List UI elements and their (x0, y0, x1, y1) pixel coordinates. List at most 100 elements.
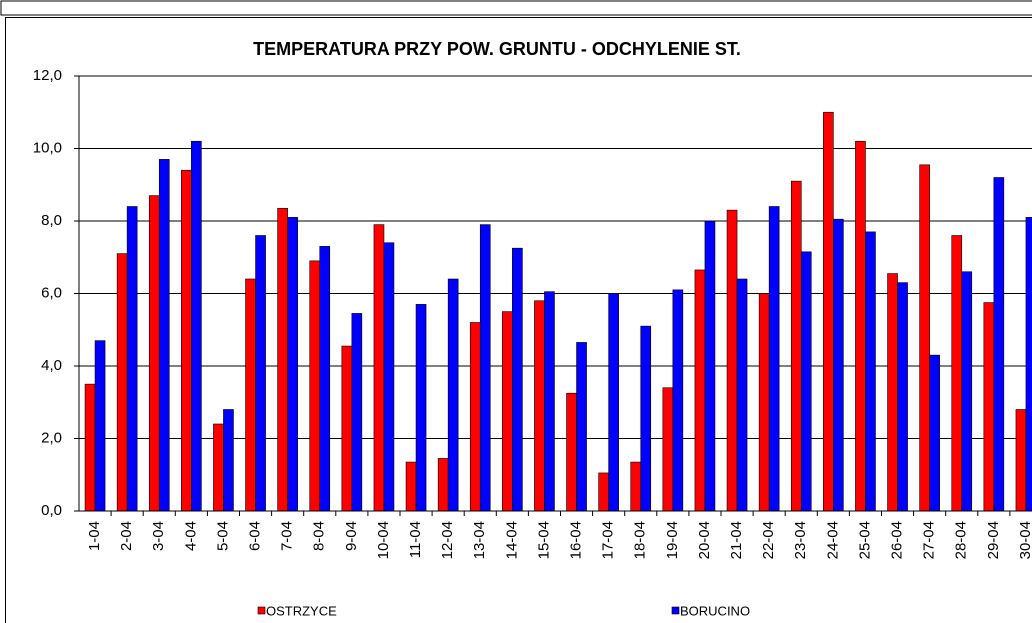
x-tick-label: 27-04 (921, 521, 938, 559)
bar (640, 325, 652, 512)
x-tick-label: 5-04 (214, 521, 231, 551)
bar (694, 269, 706, 512)
bar (191, 140, 202, 512)
x-tick-label: 1-04 (86, 521, 103, 551)
x-tick-label: 20-04 (696, 521, 713, 559)
bar (319, 246, 331, 512)
bar (768, 206, 780, 512)
x-tick-label: 29-04 (985, 521, 1002, 559)
bar (1025, 217, 1032, 512)
bar (576, 342, 587, 512)
x-tick-label: 11-04 (407, 521, 424, 558)
x-tick-label: 14-04 (503, 521, 520, 559)
bar (126, 206, 138, 512)
x-tick-label: 16-04 (568, 521, 585, 559)
bar (833, 218, 844, 512)
x-tick-label: 10-04 (375, 521, 392, 559)
x-tick-label: 30-04 (1017, 521, 1032, 559)
y-tick-label: 0,0 (41, 502, 62, 519)
bar (1015, 409, 1027, 512)
x-tick-label: 6-04 (247, 521, 264, 551)
y-tick-label: 12,0 (33, 67, 62, 84)
bar (245, 278, 256, 512)
y-tick-label: 4,0 (41, 357, 62, 374)
x-tick-label: 26-04 (889, 521, 906, 559)
bar (341, 345, 353, 512)
bar (855, 140, 866, 512)
bar (373, 224, 385, 512)
bar (116, 253, 128, 512)
bar (469, 322, 481, 512)
bar (383, 242, 395, 512)
bar (823, 111, 834, 512)
bar (223, 409, 234, 512)
bar (277, 208, 288, 512)
bar (405, 461, 417, 512)
y-tick-label: 8,0 (41, 212, 62, 229)
bar (287, 217, 298, 512)
bar (630, 461, 642, 512)
bar (929, 354, 940, 512)
bar (736, 278, 748, 512)
y-tick-label: 2,0 (41, 429, 62, 446)
bar (181, 169, 192, 512)
bar (951, 235, 963, 512)
legend-swatch (257, 606, 266, 615)
x-tick-label: 25-04 (856, 521, 873, 559)
bar (213, 423, 224, 512)
top-strip (0, 0, 1032, 16)
bar (608, 293, 619, 512)
bar (158, 159, 170, 512)
legend-label: OSTRZYCE (266, 603, 337, 618)
x-tick-label: 23-04 (792, 521, 809, 559)
bar (919, 164, 930, 512)
x-tick-label: 21-04 (728, 521, 745, 559)
x-tick-label: 19-04 (664, 521, 681, 559)
x-tick-label: 3-04 (150, 521, 167, 551)
bar (672, 289, 684, 512)
bar (790, 180, 802, 512)
legend-label: BORUCINO (680, 603, 750, 618)
bar (993, 177, 1005, 512)
bar (479, 224, 491, 512)
bar (662, 387, 674, 512)
bar (512, 247, 523, 512)
x-tick-label: 8-04 (311, 521, 328, 551)
bar (897, 282, 908, 512)
x-tick-label: 15-04 (535, 521, 552, 559)
x-tick-label: 22-04 (760, 521, 777, 559)
bar (309, 260, 321, 512)
x-tick-label: 13-04 (471, 521, 488, 559)
bar (566, 392, 577, 512)
bar (887, 273, 898, 512)
x-tick-label: 17-04 (600, 521, 617, 559)
bar (983, 302, 995, 512)
x-tick-label: 2-04 (118, 521, 135, 551)
y-tick-label: 6,0 (41, 284, 62, 301)
bar (598, 472, 609, 512)
bar (84, 383, 96, 512)
bar (544, 291, 555, 512)
bar (255, 235, 266, 512)
bar (148, 195, 160, 512)
x-tick-label: 9-04 (343, 521, 360, 551)
x-tick-label: 28-04 (953, 521, 970, 559)
x-tick-label: 7-04 (279, 521, 296, 551)
bar (865, 231, 876, 512)
bar (351, 313, 363, 512)
x-tick-label: 12-04 (439, 521, 456, 559)
bar (437, 458, 449, 512)
bar (758, 293, 770, 512)
bar (726, 209, 738, 512)
x-tick-label: 24-04 (824, 521, 841, 559)
chart-title: TEMPERATURA PRZY POW. GRUNTU - ODCHYLENI… (253, 39, 741, 59)
bar (415, 304, 427, 512)
bar (502, 311, 513, 512)
legend-swatch (671, 606, 680, 615)
y-tick-label: 10,0 (33, 139, 62, 156)
bar (94, 340, 106, 512)
x-tick-label: 18-04 (632, 521, 649, 559)
bar (961, 271, 973, 512)
bar (800, 251, 812, 512)
